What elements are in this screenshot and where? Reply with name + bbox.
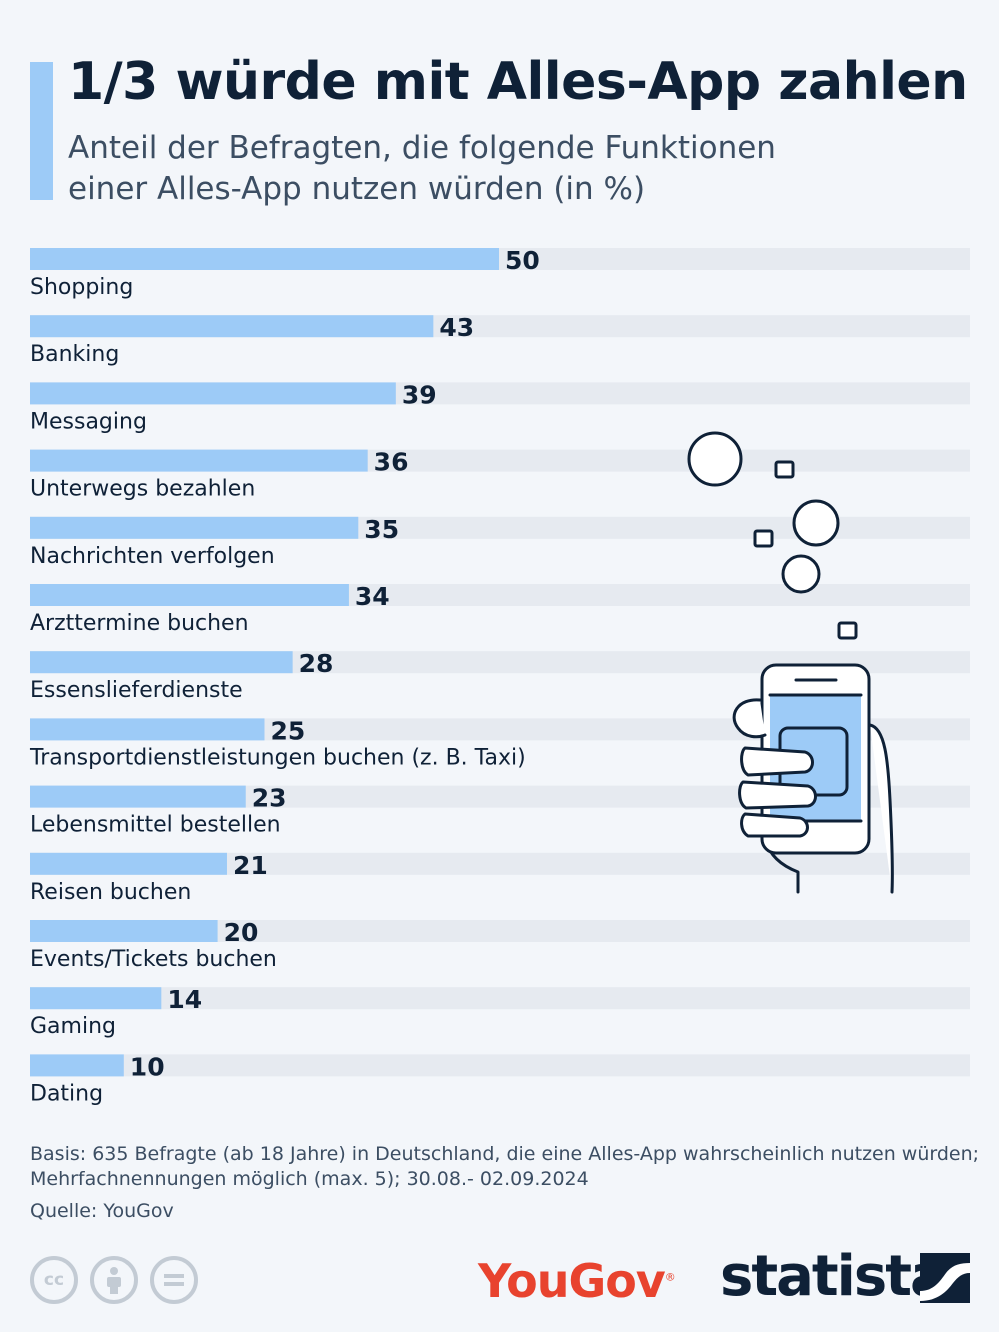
bar: [30, 382, 396, 405]
value-label: 35: [364, 515, 399, 544]
category-label: Lebensmittel bestellen: [30, 813, 281, 838]
value-label: 50: [505, 246, 540, 275]
category-label: Transportdienstleistungen buchen (z. B. …: [29, 745, 526, 770]
category-label: Events/Tickets buchen: [30, 947, 277, 972]
bar-track: [30, 852, 970, 875]
yougov-logo[interactable]: YouGov®: [478, 1254, 676, 1308]
category-label: Essenslieferdienste: [30, 678, 243, 703]
category-label: Messaging: [30, 409, 147, 434]
yougov-logo-text: YouGov: [478, 1254, 666, 1308]
no-derivatives-icon[interactable]: [150, 1256, 198, 1304]
bar-track: [30, 987, 970, 1010]
title-accent-bar: [30, 62, 53, 200]
basis-note: Basis: 635 Befragte (ab 18 Jahre) in Deu…: [30, 1143, 980, 1190]
equals-icon: [164, 1274, 184, 1286]
bar-track: [30, 785, 970, 808]
statista-mark-icon: [920, 1253, 970, 1303]
bar: [30, 315, 434, 338]
yougov-registered-mark: ®: [664, 1270, 676, 1284]
bar: [30, 651, 293, 674]
category-label: Dating: [30, 1081, 103, 1106]
bar-track: [30, 1054, 970, 1077]
bar: [30, 920, 218, 942]
category-label: Unterwegs bezahlen: [30, 477, 255, 502]
source-note: Quelle: YouGov: [30, 1200, 174, 1222]
bar: [30, 516, 359, 539]
bar: [30, 987, 162, 1010]
bar-track: [30, 920, 970, 942]
bar: [30, 584, 349, 606]
bar: [30, 1054, 124, 1077]
attribution-icon[interactable]: [90, 1256, 138, 1304]
category-label: Shopping: [30, 275, 133, 300]
value-label: 28: [299, 649, 334, 678]
bar: [30, 785, 246, 808]
value-label: 20: [224, 918, 259, 947]
value-label: 36: [374, 448, 409, 477]
phone-hand-icon: [687, 431, 894, 894]
value-label: 21: [233, 851, 268, 880]
cc-icon[interactable]: cc: [30, 1256, 78, 1304]
bar: [30, 449, 368, 472]
category-label: Reisen buchen: [30, 880, 191, 905]
category-label: Arzttermine buchen: [30, 611, 249, 636]
bar: [30, 718, 265, 741]
value-label: 14: [167, 985, 202, 1014]
value-label: 25: [271, 716, 306, 745]
bar: [30, 852, 227, 875]
value-label: 43: [439, 313, 474, 342]
category-label: Nachrichten verfolgen: [30, 544, 275, 569]
chart-title: 1/3 würde mit Alles-App zahlen: [68, 52, 968, 112]
statista-logo[interactable]: statista: [720, 1244, 948, 1309]
category-label: Gaming: [30, 1014, 116, 1039]
value-label: 10: [130, 1052, 165, 1081]
value-label: 34: [355, 582, 390, 611]
value-label: 39: [402, 380, 437, 409]
bar: [30, 248, 499, 270]
person-icon: [107, 1267, 121, 1294]
category-label: Banking: [30, 342, 119, 367]
bar-chart: 50 Shopping 43 Banking 39 Messaging 36 Unterweg…: [29, 246, 970, 1106]
chart-subtitle: Anteil der Befragten, die folgende Funkt…: [68, 130, 776, 207]
value-label: 23: [252, 784, 287, 813]
